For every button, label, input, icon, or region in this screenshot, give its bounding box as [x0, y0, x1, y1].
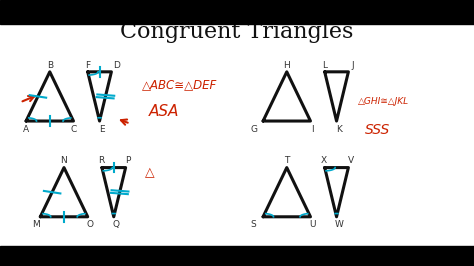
Text: S: S — [251, 220, 256, 229]
Text: △: △ — [145, 167, 154, 179]
Text: G: G — [250, 124, 257, 134]
Text: SSS: SSS — [365, 123, 390, 137]
Text: Congruent Triangles: Congruent Triangles — [120, 21, 354, 43]
Text: I: I — [311, 124, 314, 134]
Text: B: B — [47, 61, 53, 70]
Text: △ABC≅△DEF: △ABC≅△DEF — [142, 79, 218, 92]
Text: V: V — [348, 156, 354, 165]
Bar — [0, 246, 474, 266]
Text: D: D — [113, 61, 119, 70]
Text: △GHI≅△JKL: △GHI≅△JKL — [358, 97, 409, 106]
Text: T: T — [284, 156, 290, 165]
Text: ASA: ASA — [149, 104, 180, 119]
Bar — [0, 0, 474, 24]
Text: H: H — [283, 61, 290, 70]
Text: K: K — [336, 124, 342, 134]
Text: L: L — [322, 61, 327, 70]
Text: C: C — [70, 124, 77, 134]
Text: Q: Q — [113, 220, 119, 229]
Text: R: R — [98, 156, 104, 165]
Text: A: A — [23, 124, 29, 134]
Text: X: X — [321, 156, 327, 165]
Text: M: M — [32, 220, 39, 229]
Text: O: O — [87, 220, 93, 229]
Text: E: E — [99, 124, 105, 134]
Text: N: N — [61, 156, 67, 165]
Text: P: P — [125, 156, 131, 165]
Text: F: F — [85, 61, 90, 70]
Text: W: W — [335, 220, 343, 229]
Text: U: U — [310, 220, 316, 229]
Text: J: J — [352, 61, 355, 70]
